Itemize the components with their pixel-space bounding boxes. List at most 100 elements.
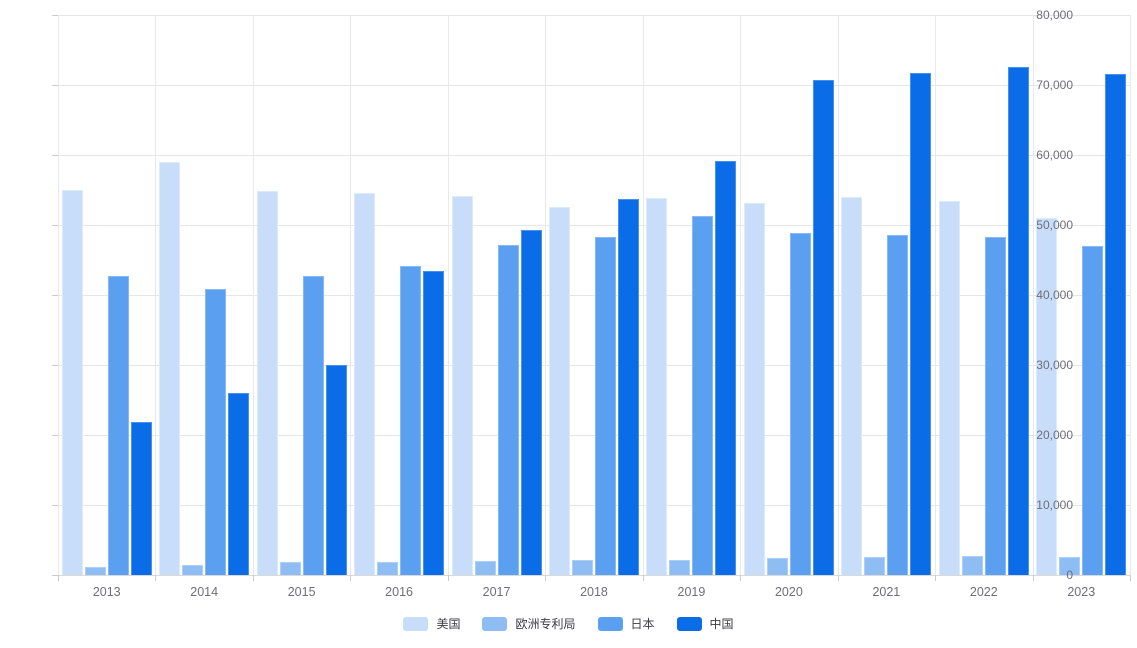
y-axis-tick-label: 50,000: [1036, 218, 1073, 232]
bar-美国-2021[interactable]: [841, 197, 863, 575]
bar-欧洲专利局-2020[interactable]: [766, 558, 788, 575]
bar-欧洲专利局-2018[interactable]: [571, 560, 593, 575]
y-axis-tick: [52, 225, 58, 226]
bar-中国-2021[interactable]: [910, 73, 932, 575]
bar-中国-2016[interactable]: [423, 271, 445, 575]
x-axis-label-2020: 2020: [774, 585, 803, 599]
y-axis-tick-label: 70,000: [1036, 78, 1073, 92]
x-axis-label-2015: 2015: [287, 585, 316, 599]
x-axis-tick: [838, 575, 839, 581]
legend-item-美国[interactable]: 美国: [403, 615, 460, 632]
bar-日本-2018[interactable]: [594, 237, 616, 575]
gridline-v: [935, 15, 936, 575]
bar-日本-2022[interactable]: [984, 237, 1006, 575]
bar-日本-2020[interactable]: [789, 233, 811, 575]
bar-group-2015: [253, 15, 350, 575]
bar-中国-2017[interactable]: [520, 230, 542, 575]
bar-美国-2017[interactable]: [451, 196, 473, 575]
legend-label: 欧洲专利局: [515, 617, 576, 631]
bar-中国-2023[interactable]: [1105, 74, 1127, 575]
y-axis-tick: [52, 15, 58, 16]
legend-item-日本[interactable]: 日本: [597, 615, 655, 632]
gridline-h: [58, 155, 1130, 156]
bar-日本-2021[interactable]: [887, 235, 909, 575]
x-axis-tick: [740, 575, 741, 581]
bar-美国-2023[interactable]: [1036, 218, 1058, 575]
gridline-h: [58, 575, 1130, 576]
bar-日本-2023[interactable]: [1082, 246, 1104, 575]
x-axis-tick: [448, 575, 449, 581]
plot-area: [52, 15, 1131, 581]
legend-label: 中国: [709, 617, 734, 631]
y-axis-tick-label: 40,000: [1036, 288, 1073, 302]
bar-欧洲专利局-2014[interactable]: [182, 565, 204, 575]
bar-中国-2018[interactable]: [617, 199, 639, 575]
bar-美国-2018[interactable]: [548, 207, 570, 575]
bar-日本-2014[interactable]: [205, 289, 227, 575]
bar-欧洲专利局-2019[interactable]: [669, 560, 691, 575]
bar-日本-2016[interactable]: [400, 266, 422, 575]
bar-欧洲专利局-2013[interactable]: [84, 567, 106, 575]
x-axis-tick: [545, 575, 546, 581]
bar-中国-2019[interactable]: [715, 161, 737, 575]
bar-中国-2014[interactable]: [228, 393, 250, 575]
bar-中国-2020[interactable]: [812, 80, 834, 575]
x-axis-label-2013: 2013: [92, 585, 121, 599]
bar-美国-2020[interactable]: [743, 203, 765, 575]
x-axis-label-2021: 2021: [872, 585, 901, 599]
bar-美国-2015[interactable]: [256, 191, 278, 575]
bar-group-2016: [350, 15, 447, 575]
gridline-v: [643, 15, 644, 575]
legend: 美国 欧洲专利局 日本 中国: [0, 615, 1137, 632]
bar-中国-2022[interactable]: [1007, 67, 1029, 575]
bar-欧洲专利局-2023[interactable]: [1059, 557, 1081, 575]
gridline-h: [58, 15, 1130, 16]
bar-中国-2015[interactable]: [325, 365, 347, 575]
x-axis-tick: [1033, 575, 1034, 581]
gridline-v: [253, 15, 254, 575]
y-axis-tick: [52, 155, 58, 156]
gridline-v: [448, 15, 449, 575]
bar-美国-2022[interactable]: [938, 201, 960, 575]
x-axis-tick: [155, 575, 156, 581]
x-axis-tick: [350, 575, 351, 581]
x-axis-tick: [935, 575, 936, 581]
gridline-v: [1033, 15, 1034, 575]
x-axis-label-2018: 2018: [580, 585, 608, 599]
bar-中国-2013[interactable]: [130, 422, 152, 575]
bar-欧洲专利局-2016[interactable]: [377, 562, 399, 575]
x-axis-label-2017: 2017: [482, 585, 511, 599]
bar-日本-2015[interactable]: [302, 276, 324, 575]
bar-group-2014: [155, 15, 252, 575]
bar-日本-2017[interactable]: [497, 245, 519, 575]
bar-美国-2013[interactable]: [61, 190, 83, 575]
bar-欧洲专利局-2021[interactable]: [864, 557, 886, 575]
gridline-v: [740, 15, 741, 575]
bar-美国-2019[interactable]: [646, 198, 668, 575]
x-axis-tick: [643, 575, 644, 581]
bar-欧洲专利局-2022[interactable]: [961, 556, 983, 575]
bar-group-2022: [935, 15, 1032, 575]
bar-group-2021: [838, 15, 935, 575]
bar-日本-2019[interactable]: [692, 216, 714, 575]
legend-item-欧洲专利局[interactable]: 欧洲专利局: [482, 615, 576, 632]
bar-欧洲专利局-2015[interactable]: [279, 562, 301, 575]
legend-swatch: [676, 616, 702, 631]
bar-group-2013: [58, 15, 155, 575]
y-axis-tick: [52, 295, 58, 296]
bar-日本-2013[interactable]: [107, 276, 129, 575]
y-axis-tick-label: 80,000: [1036, 8, 1073, 22]
x-axis-tick: [253, 575, 254, 581]
bar-欧洲专利局-2017[interactable]: [474, 561, 496, 575]
x-axis-label-2022: 2022: [969, 585, 998, 599]
gridline-v: [155, 15, 156, 575]
bar-美国-2014[interactable]: [159, 162, 181, 575]
bar-group-2017: [448, 15, 545, 575]
bar-group-2023: [1033, 15, 1130, 575]
bar-美国-2016[interactable]: [354, 193, 376, 575]
legend-item-中国[interactable]: 中国: [676, 615, 734, 632]
gridline-h: [58, 295, 1130, 296]
gridline-h: [58, 505, 1130, 506]
x-axis-tick: [58, 575, 59, 581]
